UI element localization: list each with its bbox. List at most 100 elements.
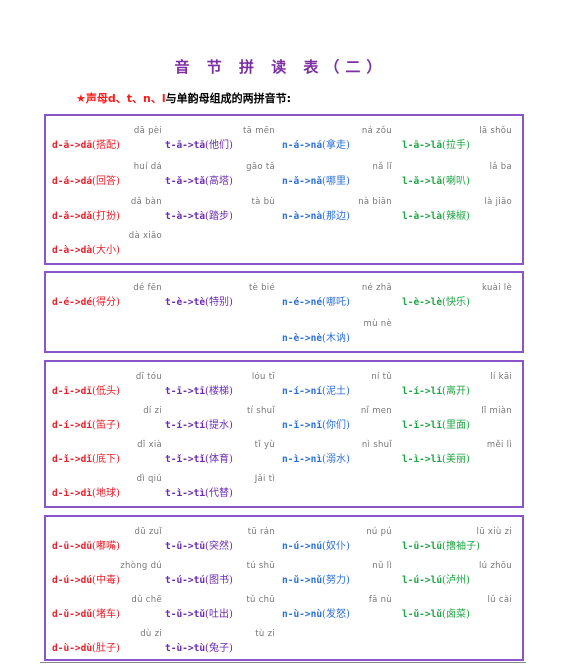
pinyin-label: tè bié: [248, 283, 275, 293]
syllable-entry-t: tú shū t-ú->tú(图书): [165, 561, 283, 586]
chinese-word: (大小): [92, 245, 120, 256]
syllable-entry-l: lǐ miàn l-ǐ->lǐ(里面): [402, 406, 520, 431]
chinese-word: (离开): [442, 386, 470, 397]
pinyin-label: tū rán: [247, 527, 275, 537]
syllable-entry-d: dǔ chē d-ǔ->dǔ(堵车): [52, 595, 170, 620]
chinese-word: (喇叭): [442, 176, 470, 187]
pinyin-label: ní tǔ: [371, 372, 392, 382]
pinyin-label: nà biān: [358, 197, 392, 207]
pinyin-label: dā pèi: [133, 126, 162, 136]
pinyin-label: lā shǒu: [479, 126, 512, 136]
syllable-entry-n: mù nè n-è->nè(木讷): [282, 319, 400, 344]
chinese-word: (图书): [205, 575, 233, 586]
spelling-formula: t-ā->tā: [165, 140, 206, 151]
spelling-formula: t-ī->tī: [165, 386, 206, 397]
chinese-word: (拿走): [322, 140, 350, 151]
spelling-formula: l-ā->lā: [402, 140, 443, 151]
spelling-line: n-ù->nù(发怒): [282, 605, 400, 620]
spelling-formula: n-ǎ->nǎ: [282, 176, 323, 187]
spelling-line: t-í->tí(提水): [165, 416, 283, 431]
syllable-entry-n: nú pú n-ú->nú(奴仆): [282, 527, 400, 552]
chinese-word: (他们): [205, 140, 233, 151]
spelling-formula: t-è->tè: [165, 297, 206, 308]
spelling-line: t-ǎ->tǎ(高塔): [165, 172, 283, 187]
pinyin-label: nǔ lì: [372, 561, 392, 571]
pinyin-label: tà bù: [251, 197, 275, 207]
chinese-word: (特别): [205, 297, 233, 308]
chinese-word: (高塔): [205, 176, 233, 187]
syllable-entry-d: dé fēn d-é->dé(得分): [52, 283, 170, 308]
spelling-formula: n-í->ní: [282, 386, 323, 397]
chinese-word: (拉手): [442, 140, 470, 151]
syllable-entry-l: là jiāo l-à->là(辣椒): [402, 197, 520, 222]
chinese-word: (打扮): [92, 211, 120, 222]
spelling-formula: t-ū->tū: [165, 541, 206, 552]
pinyin-label: dǔ chē: [131, 595, 162, 605]
syllable-entry-d: dà xiǎo d-à->dà(大小): [52, 231, 170, 256]
syllable-entry-d: dǎ bàn d-ǎ->dǎ(打扮): [52, 197, 170, 222]
syllable-entry-n: nà biān n-à->nà(那边): [282, 197, 400, 222]
chinese-word: (里面): [442, 420, 470, 431]
spelling-line: d-ǐ->dǐ(底下): [52, 450, 170, 465]
spelling-formula: n-á->ná: [282, 140, 323, 151]
spelling-formula: n-é->né: [282, 297, 323, 308]
spelling-line: t-ǔ->tǔ(吐出): [165, 605, 283, 620]
page-title: 音 节 拼 读 表（二）: [174, 58, 388, 76]
syllable-entry-t: tū rán t-ū->tū(突然): [165, 527, 283, 552]
syllable-panel: [44, 271, 524, 353]
spelling-line: l-ā->lā(拉手): [402, 136, 520, 151]
spelling-formula: l-è->lè: [402, 297, 443, 308]
chinese-word: (肚子): [92, 643, 120, 654]
chinese-word: (体育): [205, 454, 233, 465]
spelling-formula: d-ū->dū: [52, 541, 93, 552]
syllable-entry-d: zhòng dú d-ú->dú(中毒): [52, 561, 170, 586]
spelling-line: t-ú->tú(图书): [165, 571, 283, 586]
heading-red-text: 声母d、t、n、l: [85, 92, 166, 105]
pinyin-label: huí dá: [133, 162, 162, 172]
spelling-formula: d-á->dá: [52, 176, 93, 187]
spelling-line: n-à->nà(那边): [282, 207, 400, 222]
pinyin-label: nì shuǐ: [361, 440, 392, 450]
chinese-word: (奴仆): [322, 541, 350, 552]
syllable-entry-n: fā nù n-ù->nù(发怒): [282, 595, 400, 620]
spelling-line: d-ǎ->dǎ(打扮): [52, 207, 170, 222]
chinese-word: (吐出): [205, 609, 233, 620]
chinese-word: (得分): [92, 297, 120, 308]
pinyin-label: lí kāi: [490, 372, 512, 382]
spelling-formula: d-í->dí: [52, 420, 93, 431]
chinese-word: (提水): [205, 420, 233, 431]
spelling-line: l-à->là(辣椒): [402, 207, 520, 222]
spelling-formula: d-ì->dì: [52, 488, 93, 499]
syllable-entry-t: tǐ yù t-ǐ->tǐ(体育): [165, 440, 283, 465]
pinyin-label: tǔ chū: [246, 595, 275, 605]
syllable-entry-l: lú zhōu l-ú->lú(泸州): [402, 561, 520, 586]
chinese-word: (踏步): [205, 211, 233, 222]
spelling-line: l-ì->lì(美丽): [402, 450, 520, 465]
chinese-word: (木讷): [322, 333, 350, 344]
pinyin-label: dì qiú: [136, 474, 162, 484]
spelling-formula: n-ú->nú: [282, 541, 323, 552]
spelling-formula: d-é->dé: [52, 297, 93, 308]
syllable-entry-d: dī tóu d-ī->dī(低头): [52, 372, 170, 397]
chinese-word: (兔子): [205, 643, 233, 654]
pinyin-label: lú zhōu: [479, 561, 512, 571]
spelling-line: d-í->dí(笛子): [52, 416, 170, 431]
section-heading: ★声母d、t、n、l与单韵母组成的两拼音节:: [76, 90, 291, 106]
pinyin-label: tā mēn: [243, 126, 275, 136]
syllable-entry-n: né zhā n-é->né(哪吒): [282, 283, 400, 308]
syllable-entry-n: nǎ lǐ n-ǎ->nǎ(哪里): [282, 162, 400, 187]
pinyin-label: Jǎi tì: [254, 474, 275, 484]
spelling-formula: n-ǔ->nǔ: [282, 575, 323, 586]
chinese-word: (发怒): [322, 609, 350, 620]
spelling-line: l-è->lè(快乐): [402, 293, 520, 308]
pinyin-label: měi lì: [486, 440, 512, 450]
spelling-formula: d-à->dà: [52, 245, 93, 256]
spelling-formula: t-ǔ->tǔ: [165, 609, 206, 620]
spelling-line: t-ā->tā(他们): [165, 136, 283, 151]
spelling-line: n-á->ná(拿走): [282, 136, 400, 151]
pinyin-label: lū xiù zi: [476, 527, 512, 537]
spelling-line: l-ǔ->lǔ(卤菜): [402, 605, 520, 620]
pinyin-label: fā nù: [368, 595, 392, 605]
spelling-line: l-ǎ->lǎ(喇叭): [402, 172, 520, 187]
syllable-entry-t: tā mēn t-ā->tā(他们): [165, 126, 283, 151]
